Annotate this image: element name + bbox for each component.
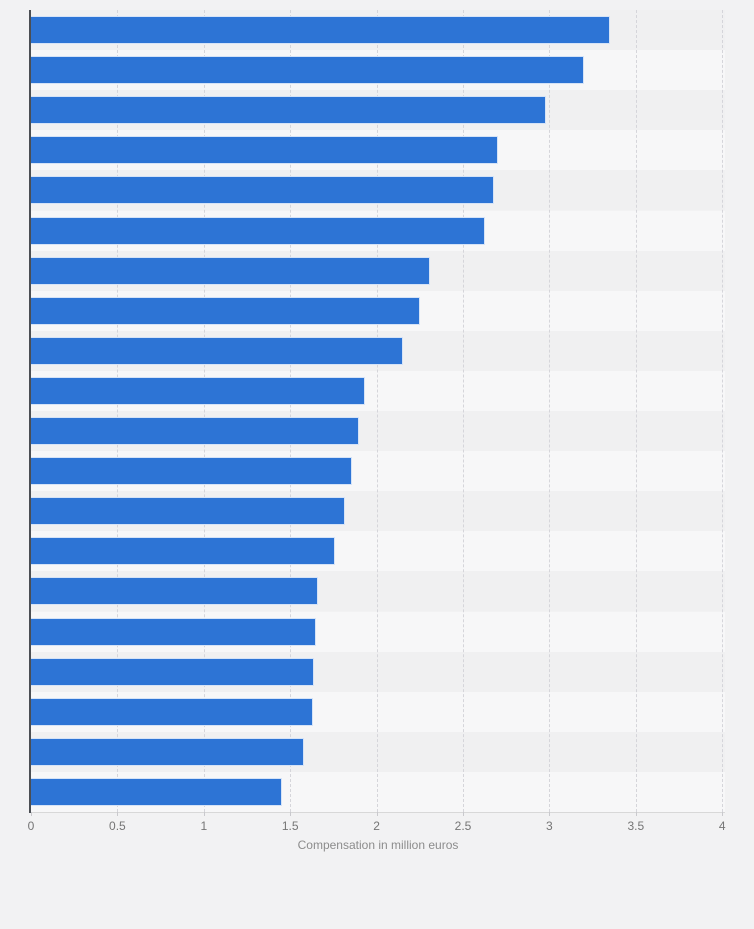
x-tick-label: 1 — [200, 819, 208, 833]
bar[interactable] — [31, 417, 360, 446]
bar[interactable] — [31, 376, 365, 405]
bar[interactable] — [31, 457, 353, 486]
gridline — [463, 10, 464, 812]
y-axis-line — [29, 10, 31, 813]
bar[interactable] — [31, 617, 317, 646]
bar[interactable] — [31, 296, 420, 325]
x-tick-label: 0.5 — [109, 819, 126, 833]
x-tick-mark — [290, 812, 292, 816]
bar[interactable] — [31, 176, 495, 205]
x-tick-label: 2 — [373, 819, 380, 833]
bar[interactable] — [31, 56, 584, 85]
gridline — [290, 10, 292, 812]
bar[interactable] — [31, 657, 315, 686]
x-tick-mark — [203, 812, 205, 816]
x-tick-label: 3.5 — [627, 819, 645, 833]
x-tick-label: 0 — [27, 819, 35, 833]
x-tick-label: 1.5 — [281, 819, 299, 833]
gridline — [117, 10, 119, 812]
x-tick-label: 4 — [718, 819, 726, 833]
gridline — [635, 10, 637, 812]
bar[interactable] — [31, 16, 610, 45]
bar[interactable] — [31, 537, 336, 566]
gridline — [549, 10, 551, 812]
x-tick-label: 2.5 — [454, 819, 472, 833]
bar[interactable] — [31, 96, 546, 125]
x-tick-mark — [549, 812, 551, 816]
bar[interactable] — [31, 777, 282, 806]
bar[interactable] — [31, 577, 318, 606]
bar[interactable] — [31, 256, 431, 285]
x-tick-mark — [722, 812, 724, 816]
x-axis-title: Compensation in million euros — [297, 838, 459, 852]
gridline — [376, 10, 378, 812]
bar[interactable] — [31, 136, 498, 165]
x-tick-mark — [463, 812, 464, 816]
bar[interactable] — [31, 497, 346, 526]
gridline — [203, 10, 205, 812]
x-tick-mark — [635, 812, 637, 816]
x-tick-mark — [376, 812, 378, 816]
x-tick-label: 3 — [546, 819, 553, 833]
bar[interactable] — [31, 216, 486, 245]
bar[interactable] — [31, 697, 313, 726]
bar[interactable] — [31, 737, 305, 766]
gridline — [722, 10, 724, 812]
x-tick-mark — [117, 812, 119, 816]
plot-area — [29, 10, 725, 813]
bar[interactable] — [31, 336, 403, 365]
x-tick-mark — [31, 812, 32, 816]
